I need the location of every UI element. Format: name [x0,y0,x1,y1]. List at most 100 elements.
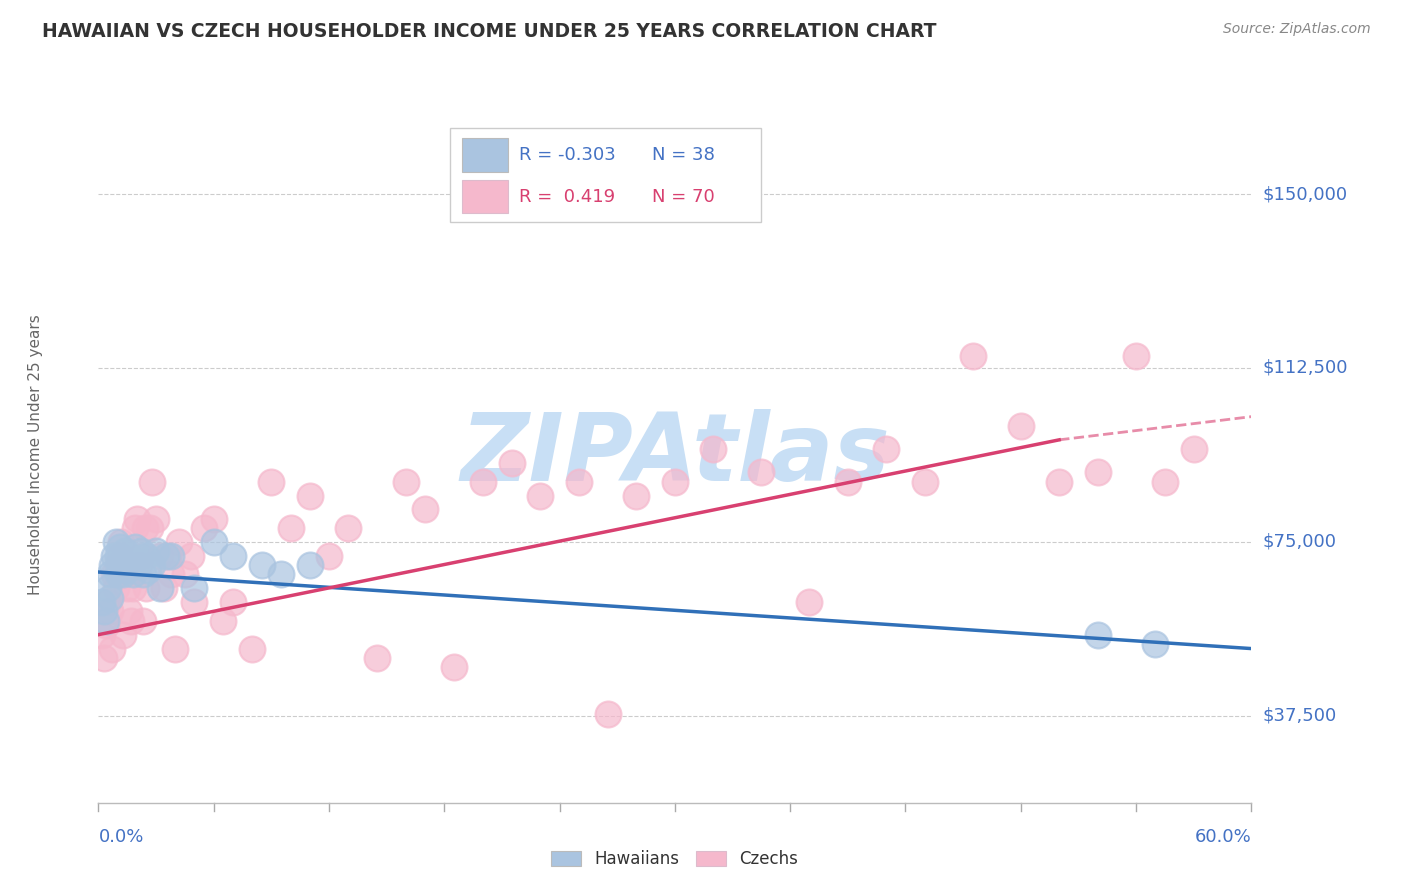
Point [125,511,148,525]
Point [165,641,187,656]
Point [298,558,321,573]
FancyBboxPatch shape [450,128,762,222]
Point [93,651,115,665]
Point [145,511,167,525]
Bar [461,138,508,172]
Point [366,651,388,665]
Point [104,534,127,549]
Point [129,544,152,558]
Point [117,582,138,596]
Point [124,540,146,554]
Point [1087,466,1109,480]
Point [97,582,120,596]
Point [152,582,174,596]
Point [112,567,135,582]
Point [98,567,121,582]
Text: N = 70: N = 70 [652,188,714,206]
Point [837,475,859,489]
Point [174,567,197,582]
Point [471,475,494,489]
Point [114,567,136,582]
Text: ZIPAtlas: ZIPAtlas [460,409,890,501]
Point [156,549,179,563]
Point [94,614,117,628]
Point [260,475,283,489]
Point [129,549,152,563]
Point [135,582,157,596]
Point [149,582,172,596]
Text: Source: ZipAtlas.com: Source: ZipAtlas.com [1223,22,1371,37]
Point [160,567,183,582]
Point [131,614,153,628]
Point [1182,442,1205,456]
Point [240,641,263,656]
Point [183,595,205,609]
Point [120,553,142,567]
Text: R =  0.419: R = 0.419 [519,188,616,206]
Point [122,567,145,582]
Text: 0.0%: 0.0% [98,828,143,846]
Point [1010,419,1032,434]
Point [91,595,114,609]
Point [134,521,156,535]
Point [443,660,465,674]
Point [875,442,897,456]
Point [962,349,984,364]
Point [501,456,523,470]
Point [155,549,177,563]
Text: $112,500: $112,500 [1263,359,1348,377]
Point [125,558,148,573]
Point [112,628,135,642]
Point [118,605,141,619]
Point [626,489,648,503]
Point [107,549,129,563]
Point [270,567,292,582]
Point [596,706,619,721]
Point [120,614,142,628]
Text: $150,000: $150,000 [1263,185,1347,203]
Point [318,549,340,563]
Point [298,489,321,503]
Point [193,521,215,535]
Point [101,558,124,573]
Point [413,502,436,516]
Point [98,605,121,619]
Point [183,582,205,596]
Point [202,534,225,549]
Point [280,521,302,535]
Point [395,475,418,489]
Point [117,563,138,577]
Point [1047,475,1070,489]
Point [128,558,150,573]
Point [212,614,235,628]
Text: N = 38: N = 38 [652,146,714,164]
Point [114,544,136,558]
Point [91,628,114,642]
Point [337,521,360,535]
Point [139,521,162,535]
Point [149,549,172,563]
Text: R = -0.303: R = -0.303 [519,146,616,164]
Point [1144,637,1167,651]
Point [202,511,225,525]
Point [145,544,167,558]
Point [702,442,724,456]
Legend: Hawaiians, Czechs: Hawaiians, Czechs [544,843,806,874]
Point [160,549,183,563]
Text: 60.0%: 60.0% [1195,828,1251,846]
Point [103,567,125,582]
Point [141,558,163,573]
Point [250,558,273,573]
Point [914,475,936,489]
Point [108,540,131,554]
Point [101,641,124,656]
Point [141,475,163,489]
Point [799,595,821,609]
Point [568,475,591,489]
Point [222,549,245,563]
Point [104,582,127,596]
Point [751,466,773,480]
Text: Householder Income Under 25 years: Householder Income Under 25 years [28,315,42,595]
Point [135,549,157,563]
Point [98,591,121,605]
